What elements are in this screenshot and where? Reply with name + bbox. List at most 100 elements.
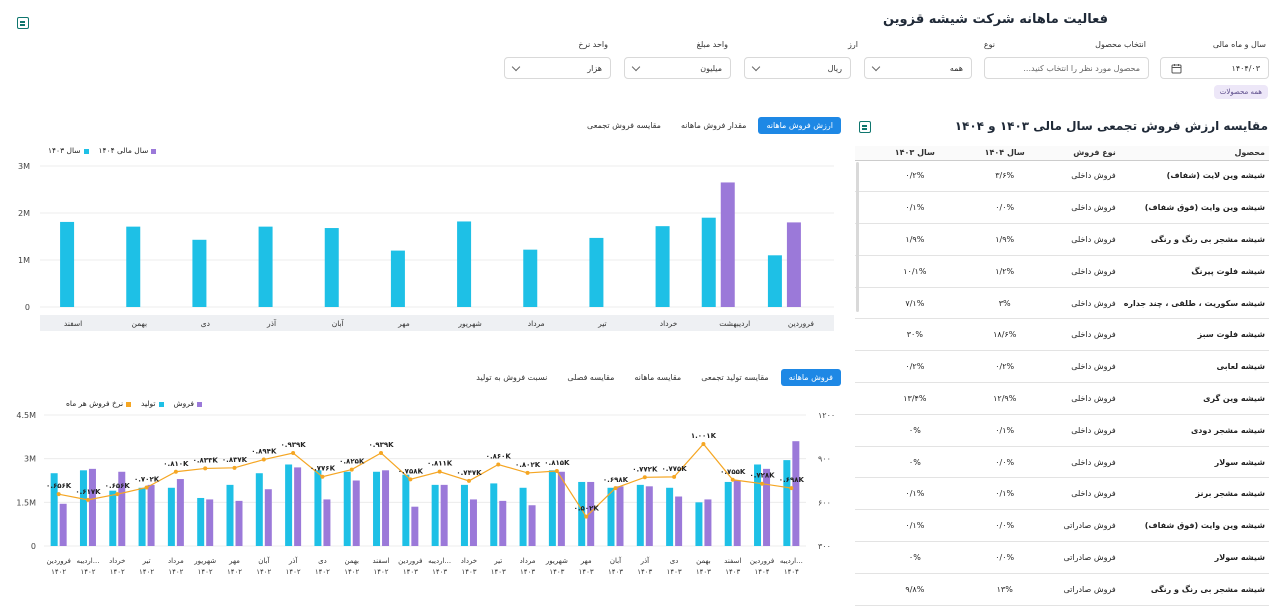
rate-data-label: ۰.۹۳۹K	[368, 441, 394, 449]
table-row[interactable]: شیشه مشجر بی رنگ و رنگی فروش داخلی ۱/۹% ۱/۹…	[855, 223, 1269, 256]
rate-data-label: ۰.۷۴۷K	[456, 469, 482, 477]
x-tick-label-year: ۱۴۰۲	[286, 568, 301, 576]
legend-item-sales[interactable]: فروش	[174, 399, 203, 408]
legend-item-1403[interactable]: سال ۱۴۰۳	[48, 146, 89, 155]
table-row[interactable]: شیشه سکوریت ، طلقی ، چند جداره فروش داخلی…	[855, 287, 1269, 320]
currency-label: ارز	[848, 40, 858, 49]
table-row[interactable]: شیشه وین وایت (فوق شفاف) فروش صادراتی ۰/۰%…	[855, 509, 1269, 543]
tab-monthly-sales-quantity[interactable]: مقدار فروش ماهانه	[680, 121, 747, 130]
table-row[interactable]: شیشه مشجر بی رنگ و رنگی فروش صادراتی ۱۳% ۹/…	[855, 573, 1269, 606]
table-row[interactable]: شیشه سولار فروش داخلی ۰/۰% ۰%	[855, 446, 1269, 479]
bar-1403	[523, 249, 538, 307]
bar-sales	[118, 471, 126, 546]
amount-unit-select[interactable]: میلیون	[624, 57, 731, 79]
bar-1403	[655, 226, 670, 307]
cell-sale-type: فروش داخلی	[1034, 350, 1120, 384]
y-tick-label: 3M	[24, 455, 36, 464]
bar-sales	[675, 496, 683, 546]
rate-point	[203, 466, 208, 471]
col-sale-type[interactable]: نوع فروش	[1034, 146, 1120, 161]
tab-monthly-comparison[interactable]: مقایسه ماهانه	[634, 373, 682, 382]
table-row[interactable]: شیشه وین گری فروش داخلی ۱۲/۹% ۱۳/۴%	[855, 382, 1269, 415]
currency-select[interactable]: ریال	[744, 57, 851, 79]
cell-year-1404: ۰/۱%	[974, 414, 1035, 447]
legend-item-rate[interactable]: نرخ فروش هر ماه	[66, 399, 132, 408]
x-tick-label-year: ۱۴۰۳	[637, 568, 652, 576]
rate-data-label: ۰.۷۲۸K	[749, 472, 775, 480]
rate-point	[730, 477, 735, 482]
cell-year-1403: ۰/۱%	[855, 477, 975, 511]
legend-item-production[interactable]: تولید	[141, 399, 164, 408]
x-tick-label-year: ۱۴۰۳	[403, 568, 418, 576]
product-placeholder: محصول مورد نظر را انتخاب کنید...	[1023, 63, 1140, 73]
cell-year-1403: ۰%	[855, 414, 975, 447]
x-tick-label-year: ۱۴۰۴	[784, 568, 799, 576]
rate-data-label: ۰.۸۰۲K	[515, 461, 541, 469]
table-row[interactable]: شیشه وین وایت (فوق شفاف) فروش داخلی ۰/۰% ۰/…	[855, 191, 1269, 225]
table-row[interactable]: شیشه فلوت سبز فروش داخلی ۱۸/۶% ۳۰%	[855, 318, 1269, 352]
export-icon[interactable]	[17, 17, 29, 29]
cell-product: شیشه سکوریت ، طلقی ، چند جداره	[1119, 287, 1269, 320]
cell-product: شیشه سولار	[1119, 541, 1269, 574]
bar-sales	[645, 486, 653, 546]
col-product[interactable]: محصول	[1119, 146, 1269, 161]
table-row[interactable]: شیشه وین لایت (شفاف) فروش داخلی ۳/۶% ۰/۲%	[855, 160, 1269, 193]
bar-production	[285, 464, 293, 546]
cell-product: شیشه فلوت سبز	[1119, 318, 1269, 352]
fiscal-month-select[interactable]: ۱۴۰۴/۰۳	[1160, 57, 1269, 79]
x-tick-label: بهمن	[131, 319, 147, 328]
cell-sale-type: فروش داخلی	[1034, 160, 1120, 193]
rate-point	[144, 485, 149, 490]
table-row[interactable]: شیشه لعابی فروش داخلی ۰/۲% ۰/۲%	[855, 350, 1269, 384]
x-tick-label-year: ۱۴۰۳	[432, 568, 447, 576]
bar-production	[695, 502, 703, 546]
bottom-chart-tabs: فروش ماهانه مقایسه تولید تجمعی مقایسه ما…	[468, 369, 841, 386]
rate-point	[789, 486, 794, 491]
tab-cumulative-sales[interactable]: مقایسه فروش تجمعی	[587, 121, 661, 130]
rate-unit-select[interactable]: هزار	[504, 57, 611, 79]
tab-cumulative-production[interactable]: مقایسه تولید تجمعی	[701, 373, 769, 382]
bar-1403	[457, 221, 472, 307]
chevron-down-icon	[871, 62, 881, 72]
cell-sale-type: فروش داخلی	[1034, 414, 1120, 447]
bar-production	[431, 484, 439, 546]
tab-seasonal-comparison[interactable]: مقایسه فصلی	[567, 373, 615, 382]
export-icon[interactable]	[859, 121, 871, 133]
rate-unit-value: هزار	[587, 63, 602, 73]
bar-production	[724, 481, 732, 546]
cell-sale-type: فروش داخلی	[1034, 255, 1120, 288]
x-tick-label: تیر	[142, 557, 151, 565]
table-row[interactable]: شیشه فلوت پیرنگ فروش داخلی ۱/۲% ۱۰/۱%	[855, 255, 1269, 288]
bar-1403	[589, 237, 604, 307]
legend-item-1404[interactable]: سال مالی ۱۴۰۴	[99, 146, 157, 155]
tab-monthly-sales[interactable]: فروش ماهانه	[780, 369, 841, 386]
tab-monthly-sales-value[interactable]: ارزش فروش ماهانه	[758, 117, 841, 134]
rate-data-label: ۰.۶۵۶K	[46, 482, 72, 490]
table-scrollbar[interactable]	[856, 162, 859, 312]
rate-point	[496, 462, 501, 467]
table-row[interactable]: شیشه مشجر برنز فروش داخلی ۰/۱% ۰/۱%	[855, 477, 1269, 511]
y-tick-label: 2M	[18, 209, 30, 218]
x-tick-label: شهریور	[193, 557, 216, 565]
tab-sales-to-production[interactable]: نسبت فروش به تولید	[476, 373, 548, 382]
x-tick-label: دی	[670, 557, 679, 565]
type-select[interactable]: همه	[864, 57, 972, 79]
rate-point	[584, 514, 589, 519]
table-row[interactable]: شیشه مشجر دودی فروش داخلی ۰/۱% ۰%	[855, 414, 1269, 447]
bar-production	[607, 487, 615, 546]
all-products-chip[interactable]: همه محصولات	[1213, 85, 1268, 99]
product-input[interactable]: محصول مورد نظر را انتخاب کنید...	[984, 57, 1149, 79]
bar-production	[460, 484, 468, 546]
comparison-table-wrap: محصول نوع فروش سال ۱۴۰۴ سال ۱۴۰۳ شیشه وی…	[855, 146, 1269, 608]
rate-data-label: ۰.۸۹۴K	[251, 448, 277, 456]
y-tick-label: 0	[31, 542, 36, 551]
x-tick-label-year: ۱۴۰۲	[110, 568, 125, 576]
bar-production	[373, 471, 381, 546]
table-row[interactable]: شیشه سولار فروش صادراتی ۰/۰% ۰%	[855, 541, 1269, 574]
col-year-1403[interactable]: سال ۱۴۰۳	[855, 146, 975, 161]
x-tick-label: خرداد	[109, 557, 125, 565]
bar-sales	[616, 486, 624, 546]
legend-swatch	[158, 401, 164, 407]
col-year-1404[interactable]: سال ۱۴۰۴	[974, 146, 1035, 161]
monthly-sales-value-chart: 3M 2M 1M 0 فروردین اردیبهشت خرداد تیر مرداد شهریو…	[18, 162, 834, 331]
